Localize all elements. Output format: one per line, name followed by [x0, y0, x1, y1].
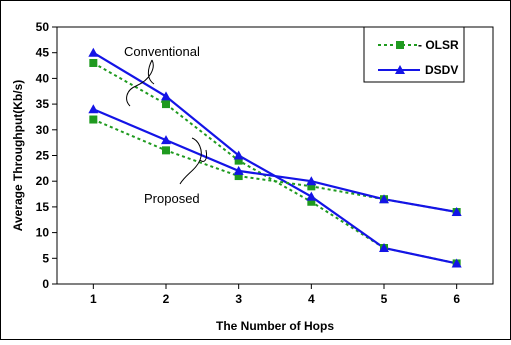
- point-dsdv-conventional: [88, 47, 99, 57]
- legend-box: [363, 26, 465, 83]
- point-olsr-proposed: [162, 146, 170, 155]
- y-tick-label: 30: [36, 123, 50, 137]
- point-olsr-conventional: [307, 197, 316, 206]
- annotation-conventional-bracket: [126, 59, 155, 107]
- point-dsdv-conventional: [379, 243, 389, 253]
- point-dsdv-conventional: [161, 91, 171, 101]
- point-dsdv-proposed: [451, 207, 462, 217]
- point-olsr-proposed: [307, 182, 316, 191]
- y-tick-label: 50: [36, 20, 50, 34]
- x-tick-label: 3: [235, 292, 242, 306]
- point-dsdv-proposed: [233, 165, 244, 175]
- annotation-proposed: Proposed: [144, 191, 200, 206]
- y-tick-label: 25: [36, 149, 50, 163]
- point-dsdv-proposed: [161, 135, 171, 145]
- x-axis-title: The Number of Hops: [216, 319, 334, 333]
- point-dsdv-proposed: [88, 104, 99, 114]
- legend-dsdv-label: DSDV: [425, 63, 458, 77]
- point-dsdv-proposed: [379, 194, 389, 204]
- y-tick-label: 10: [36, 226, 50, 240]
- y-axis-title: Average Throughput(Kb/s): [11, 80, 25, 232]
- y-tick-label: 20: [36, 174, 50, 188]
- x-tick-label: 2: [163, 292, 170, 306]
- y-tick-label: 15: [36, 200, 50, 214]
- annotation-proposed-bracket: [179, 137, 207, 185]
- legend-olsr-label: - OLSR: [418, 38, 459, 52]
- annotations: Conventional Proposed: [124, 44, 207, 206]
- legend-olsr-marker: [396, 41, 404, 49]
- x-tick-label: 5: [381, 292, 388, 306]
- point-olsr-conventional: [234, 156, 243, 165]
- series-line-olsr-proposed: [92, 118, 457, 213]
- point-dsdv-proposed: [306, 176, 317, 186]
- point-dsdv-conventional: [451, 258, 462, 268]
- x-tick-label: 1: [90, 292, 97, 306]
- y-tick-label: 45: [36, 46, 50, 60]
- series-line-dsdv-proposed: [92, 108, 457, 214]
- series-layer: [88, 47, 462, 268]
- point-olsr-proposed: [234, 172, 243, 181]
- legend-dsdv-marker: [395, 65, 405, 74]
- point-olsr-conventional: [162, 100, 170, 109]
- point-dsdv-conventional: [306, 191, 317, 201]
- point-dsdv-conventional: [233, 150, 244, 160]
- y-tick-label: 5: [42, 251, 49, 265]
- x-tick-label: 6: [453, 292, 460, 306]
- y-tick-label: 0: [42, 277, 49, 291]
- x-tick-label: 4: [308, 292, 315, 306]
- y-tick-label: 40: [36, 71, 50, 85]
- point-olsr-proposed: [89, 115, 98, 124]
- point-olsr-conventional: [89, 58, 98, 67]
- annotation-conventional: Conventional: [124, 44, 200, 59]
- y-tick-label: 35: [36, 97, 50, 111]
- legend: - OLSR DSDV: [363, 26, 465, 83]
